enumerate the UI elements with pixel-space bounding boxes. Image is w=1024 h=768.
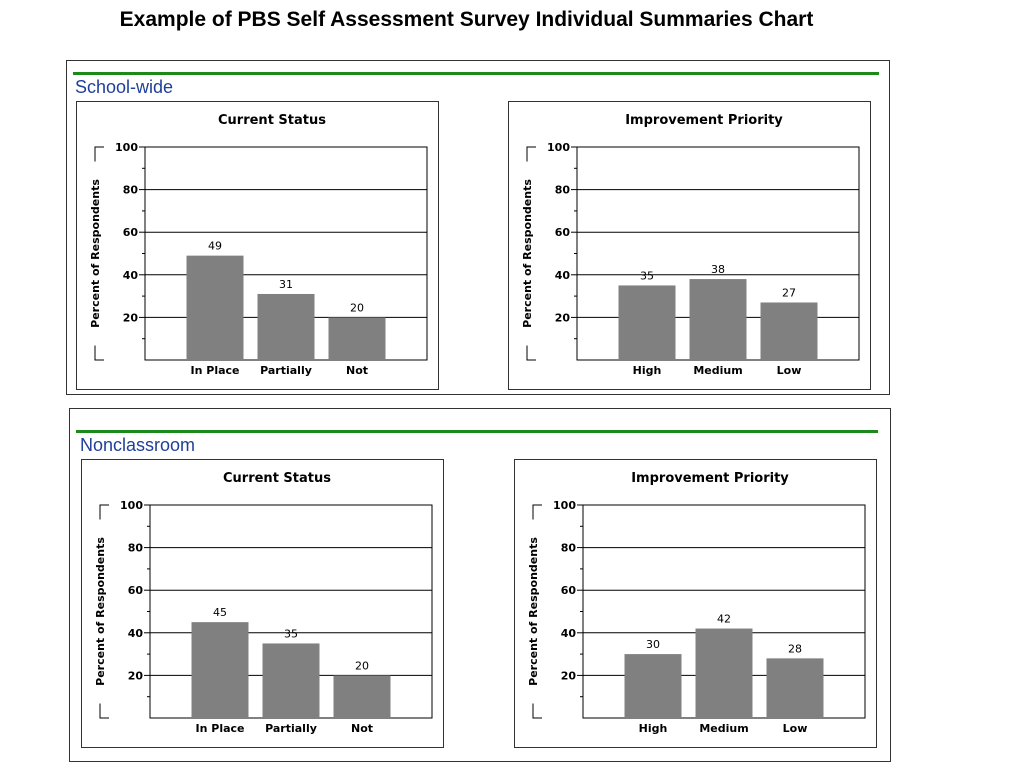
- y-tick-label: 100: [547, 141, 570, 154]
- bar-high: [618, 285, 676, 360]
- bar-chart: Current Status 20 40 60 80 100 Percent of Resp…: [94, 471, 433, 735]
- section-title: School-wide: [75, 77, 174, 97]
- chart-panel-current-status: Current Status 20 40 60 80 100 Percent of Resp…: [76, 101, 439, 390]
- chart-title: Improvement Priority: [631, 471, 789, 486]
- y-tick-label: 20: [561, 669, 577, 682]
- data-label-medium: 38: [711, 263, 725, 276]
- chart-title: Current Status: [218, 113, 326, 128]
- y-tick-label: 100: [120, 499, 143, 512]
- y-tick-label: 60: [555, 226, 571, 239]
- bar-medium: [695, 628, 753, 718]
- data-label-partially: 35: [284, 627, 298, 640]
- y-tick-label: 60: [561, 584, 577, 597]
- x-tick-label: High: [633, 364, 662, 377]
- section-rule: [73, 72, 879, 75]
- data-label-in-place: 45: [213, 606, 227, 619]
- bar-partially: [262, 643, 320, 718]
- y-tick-label: 40: [123, 269, 139, 282]
- x-tick-label: Medium: [693, 364, 742, 377]
- y-axis-label: Percent of Respondents: [527, 537, 540, 686]
- x-tick-label: Partially: [265, 722, 317, 735]
- section-school-wide: School-wide Current Status 20 40 60 80 100 Per…: [66, 60, 890, 395]
- bar-medium: [689, 279, 747, 360]
- y-axis-bracket-bottom: [526, 345, 536, 361]
- section-title: Nonclassroom: [80, 435, 196, 455]
- bar-low: [766, 658, 824, 718]
- bar-not: [328, 317, 386, 360]
- x-tick-label: In Place: [196, 722, 245, 735]
- data-label-low: 28: [788, 642, 802, 655]
- y-tick-label: 20: [128, 669, 144, 682]
- page-title: Example of PBS Self Assessment Survey In…: [119, 8, 814, 31]
- bar-chart: Improvement Priority 20 40 60 80 100 Percent o…: [521, 113, 860, 377]
- x-tick-label: Partially: [260, 364, 312, 377]
- data-label-high: 30: [646, 638, 660, 651]
- y-tick-label: 20: [555, 311, 571, 324]
- bar-in-place: [186, 255, 244, 360]
- data-label-high: 35: [640, 269, 654, 282]
- y-axis-bracket-bottom: [532, 703, 542, 719]
- y-axis-bracket-bottom: [99, 703, 109, 719]
- y-axis-bracket-top: [532, 504, 542, 520]
- bar-partially: [257, 293, 315, 360]
- data-label-medium: 42: [717, 613, 731, 626]
- x-tick-label: Low: [783, 722, 808, 735]
- chart-panel-current-status: Current Status 20 40 60 80 100 Percent of Resp…: [81, 459, 444, 748]
- y-tick-label: 40: [555, 269, 571, 282]
- data-label-partially: 31: [279, 278, 293, 291]
- data-label-not: 20: [355, 659, 369, 672]
- data-label-in-place: 49: [208, 240, 222, 253]
- x-tick-label: Low: [777, 364, 802, 377]
- y-axis-bracket-top: [526, 146, 536, 162]
- y-tick-label: 40: [561, 627, 577, 640]
- y-tick-label: 60: [123, 226, 139, 239]
- chart-title: Improvement Priority: [625, 113, 783, 128]
- y-tick-label: 80: [123, 184, 139, 197]
- bar-chart: Improvement Priority 20 40 60 80 100 Percent o…: [527, 471, 866, 735]
- y-axis-bracket-top: [94, 146, 104, 162]
- x-tick-label: In Place: [191, 364, 240, 377]
- chart-panel-improvement-priority: Improvement Priority 20 40 60 80 100 Percent o…: [514, 459, 877, 748]
- data-label-not: 20: [350, 301, 364, 314]
- bar-not: [333, 675, 391, 718]
- data-label-low: 27: [782, 286, 796, 299]
- y-axis-label: Percent of Respondents: [89, 179, 102, 328]
- x-tick-label: Medium: [699, 722, 748, 735]
- y-tick-label: 100: [553, 499, 576, 512]
- y-axis-label: Percent of Respondents: [521, 179, 534, 328]
- bar-chart: Current Status 20 40 60 80 100 Percent of Resp…: [89, 113, 428, 377]
- bar-high: [624, 654, 682, 718]
- y-tick-label: 100: [115, 141, 138, 154]
- bar-low: [760, 302, 818, 360]
- chart-panel-improvement-priority: Improvement Priority 20 40 60 80 100 Percent o…: [508, 101, 871, 390]
- y-axis-bracket-bottom: [94, 345, 104, 361]
- y-axis-bracket-top: [99, 504, 109, 520]
- x-tick-label: Not: [346, 364, 368, 377]
- y-tick-label: 20: [123, 311, 139, 324]
- y-tick-label: 40: [128, 627, 144, 640]
- section-rule: [76, 430, 878, 433]
- y-tick-label: 60: [128, 584, 144, 597]
- bar-in-place: [191, 622, 249, 718]
- chart-title: Current Status: [223, 471, 331, 486]
- y-tick-label: 80: [128, 542, 144, 555]
- x-tick-label: High: [639, 722, 668, 735]
- y-tick-label: 80: [561, 542, 577, 555]
- x-tick-label: Not: [351, 722, 373, 735]
- y-tick-label: 80: [555, 184, 571, 197]
- section-nonclassroom: Nonclassroom Current Status 20 40 60 80 100 Pe…: [69, 408, 891, 762]
- y-axis-label: Percent of Respondents: [94, 537, 107, 686]
